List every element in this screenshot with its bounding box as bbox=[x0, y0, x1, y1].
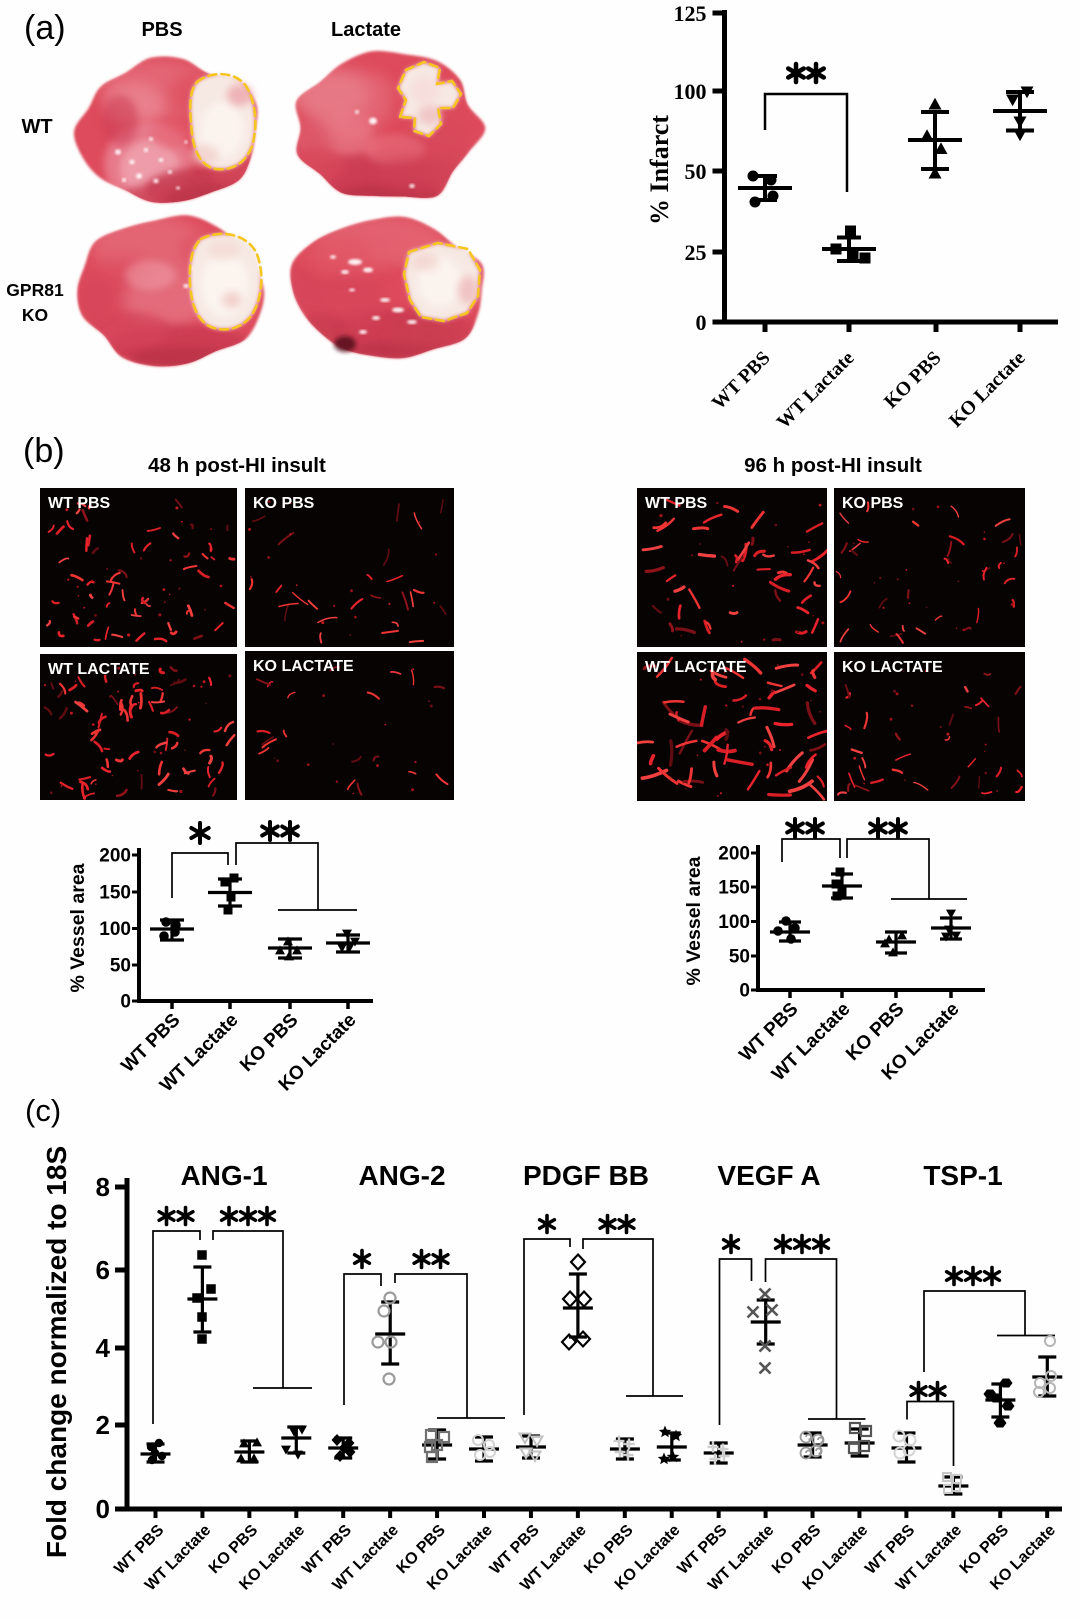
svg-text:WT Lactate: WT Lactate bbox=[773, 347, 859, 433]
svg-text:KO PBS: KO PBS bbox=[880, 348, 945, 413]
svg-text:Fold change normalized to 18S: Fold change normalized to 18S bbox=[41, 1146, 72, 1558]
svg-text:WT PBS: WT PBS bbox=[645, 495, 708, 512]
svg-text:KO: KO bbox=[22, 305, 48, 325]
svg-text:KO PBS: KO PBS bbox=[842, 495, 904, 512]
svg-text:50: 50 bbox=[110, 956, 131, 977]
svg-text:100: 100 bbox=[718, 912, 750, 933]
svg-text:% Infarct: % Infarct bbox=[645, 115, 674, 225]
svg-text:0: 0 bbox=[739, 981, 750, 1002]
svg-text:% Vessel area: % Vessel area bbox=[683, 856, 705, 985]
svg-text:48 h post-HI insult: 48 h post-HI insult bbox=[148, 454, 326, 477]
svg-text:KO LACTATE: KO LACTATE bbox=[842, 659, 943, 676]
svg-text:96 h post-HI insult: 96 h post-HI insult bbox=[744, 454, 922, 477]
svg-text:125: 125 bbox=[674, 1, 707, 26]
svg-text:WT LACTATE: WT LACTATE bbox=[645, 659, 747, 676]
svg-text:150: 150 bbox=[718, 878, 750, 899]
svg-text:0: 0 bbox=[120, 992, 131, 1013]
svg-text:2: 2 bbox=[96, 1410, 110, 1440]
svg-text:150: 150 bbox=[99, 883, 131, 904]
svg-text:Lactate: Lactate bbox=[331, 19, 401, 41]
svg-text:8: 8 bbox=[96, 1172, 110, 1202]
svg-text:WT PBS: WT PBS bbox=[708, 348, 774, 414]
svg-text:ANG-1: ANG-1 bbox=[180, 1160, 267, 1191]
svg-text:(c): (c) bbox=[25, 1093, 61, 1128]
svg-text:6: 6 bbox=[96, 1255, 110, 1285]
svg-text:4: 4 bbox=[96, 1333, 111, 1363]
svg-text:KO Lactate: KO Lactate bbox=[945, 347, 1029, 431]
svg-text:0: 0 bbox=[96, 1494, 110, 1524]
svg-text:25: 25 bbox=[685, 240, 707, 265]
svg-text:GPR81: GPR81 bbox=[6, 280, 64, 300]
svg-text:100: 100 bbox=[674, 79, 707, 104]
svg-text:50: 50 bbox=[685, 159, 707, 184]
svg-text:WT: WT bbox=[21, 116, 52, 138]
svg-text:WT PBS: WT PBS bbox=[48, 495, 111, 512]
svg-text:PBS: PBS bbox=[141, 19, 182, 41]
svg-text:% Vessel area: % Vessel area bbox=[67, 863, 89, 992]
svg-text:WT LACTATE: WT LACTATE bbox=[48, 661, 150, 678]
svg-text:0: 0 bbox=[696, 310, 707, 335]
svg-text:TSP-1: TSP-1 bbox=[923, 1160, 1002, 1191]
svg-text:(b): (b) bbox=[23, 432, 65, 470]
svg-text:200: 200 bbox=[99, 846, 131, 867]
svg-text:200: 200 bbox=[718, 844, 750, 865]
svg-text:KO LACTATE: KO LACTATE bbox=[253, 658, 354, 675]
svg-text:(a): (a) bbox=[24, 9, 66, 47]
svg-text:VEGF A: VEGF A bbox=[717, 1160, 820, 1191]
svg-text:100: 100 bbox=[99, 919, 131, 940]
svg-text:50: 50 bbox=[729, 947, 750, 968]
svg-text:PDGF BB: PDGF BB bbox=[523, 1160, 649, 1191]
svg-text:KO PBS: KO PBS bbox=[253, 495, 315, 512]
svg-text:ANG-2: ANG-2 bbox=[358, 1160, 445, 1191]
